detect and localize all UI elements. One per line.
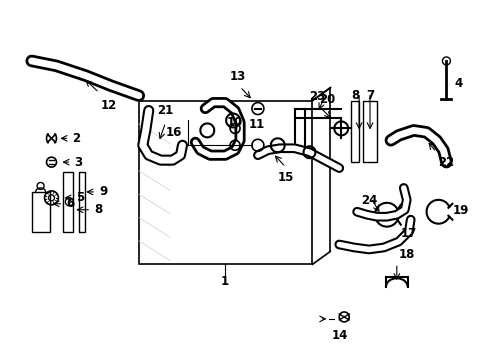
Text: 22: 22 (438, 156, 454, 169)
Text: 9: 9 (99, 185, 107, 198)
Text: 5: 5 (76, 192, 84, 204)
Text: 24: 24 (360, 194, 376, 207)
Text: 17: 17 (400, 227, 416, 240)
Text: 20: 20 (319, 93, 335, 106)
Bar (63, 172, 73, 231)
Bar (350, 100, 358, 162)
Text: 19: 19 (451, 204, 468, 217)
Text: 12: 12 (101, 99, 117, 112)
Text: 16: 16 (166, 126, 182, 139)
Text: 21: 21 (157, 104, 173, 117)
Text: 14: 14 (331, 329, 348, 342)
Text: 15: 15 (277, 171, 293, 184)
Bar (362, 100, 376, 162)
Text: 3: 3 (74, 156, 82, 168)
Text: 13: 13 (229, 70, 245, 83)
Text: 23: 23 (309, 90, 325, 103)
Text: 11: 11 (248, 118, 264, 131)
Bar (79, 172, 85, 231)
Text: 10: 10 (226, 116, 243, 129)
Text: 4: 4 (453, 77, 462, 90)
Text: 8: 8 (94, 203, 102, 216)
Text: 1: 1 (221, 275, 229, 288)
Text: 6: 6 (66, 197, 75, 210)
Bar (139, 100, 312, 264)
Bar (32, 192, 49, 231)
Text: 2: 2 (72, 132, 81, 145)
Text: 8: 8 (350, 89, 359, 102)
Text: 18: 18 (398, 248, 414, 261)
Text: 7: 7 (365, 89, 373, 102)
